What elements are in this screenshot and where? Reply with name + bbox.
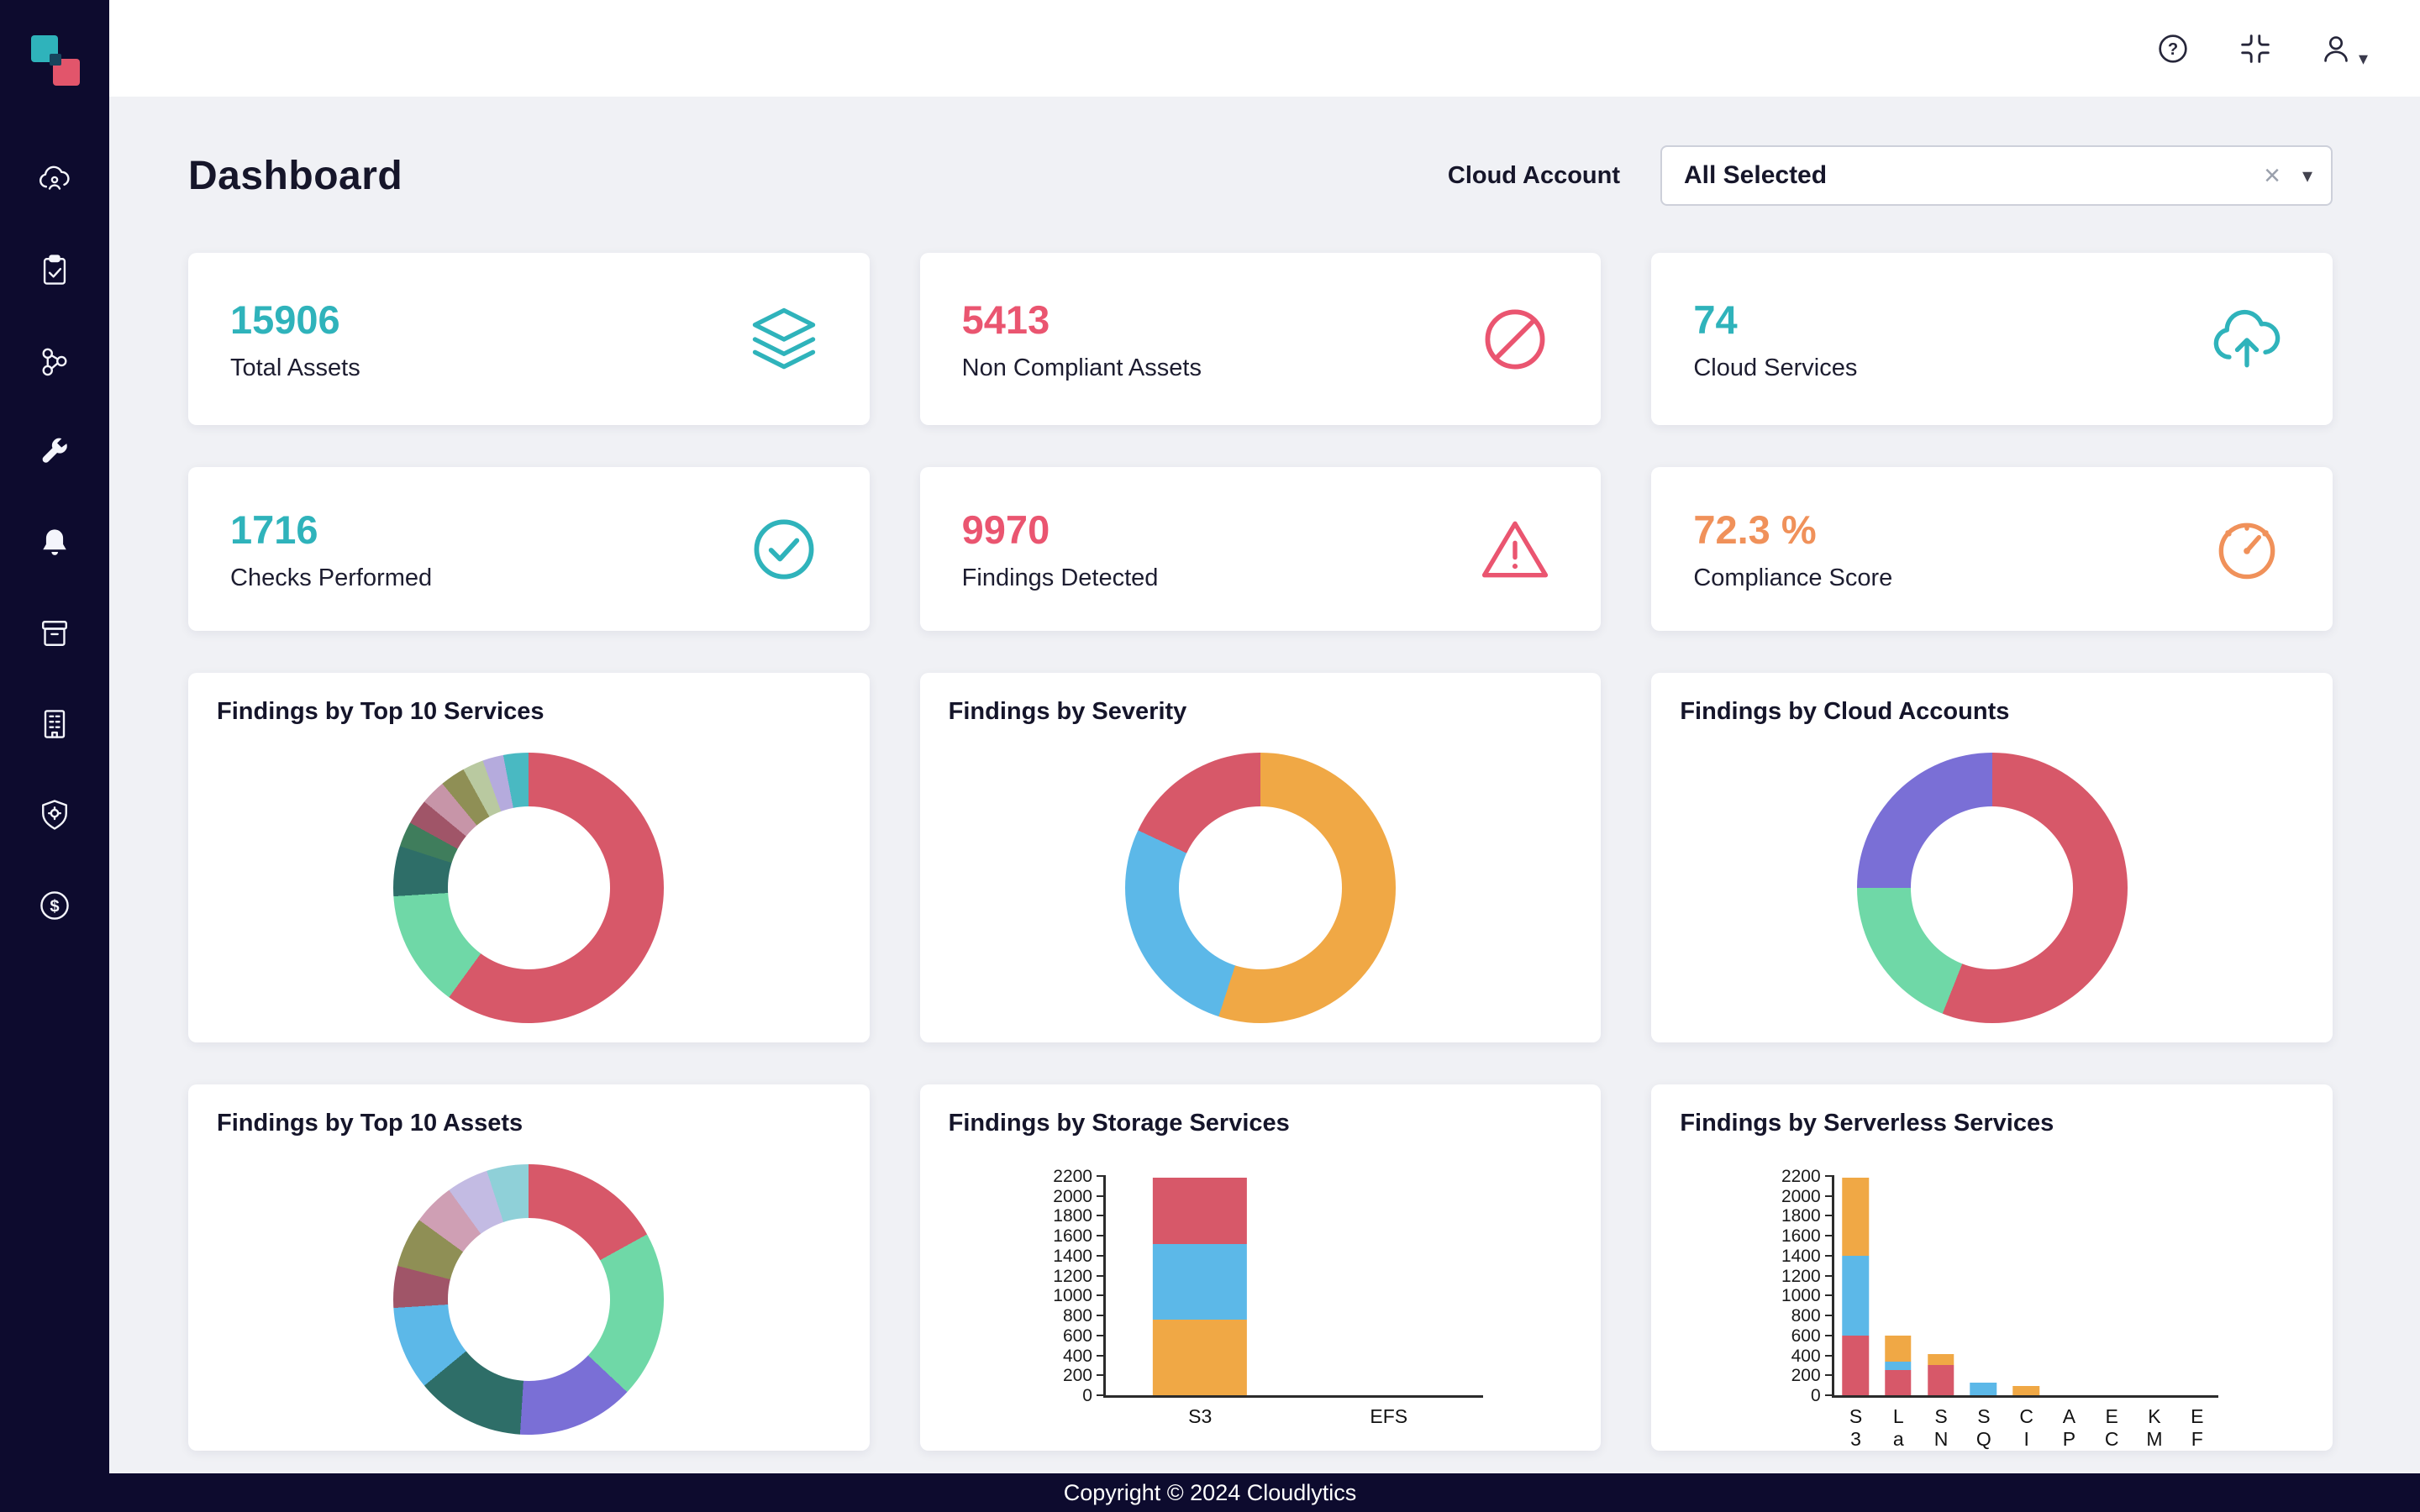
donut-hole — [447, 1218, 610, 1381]
chart-card-serverless-services: Findings by Serverless Services 0 200 400 6… — [1651, 1084, 2333, 1451]
chart-card-top-assets: Findings by Top 10 Assets — [188, 1084, 870, 1451]
svg-text:$: $ — [50, 897, 59, 916]
top-bar: ? ▾ — [109, 0, 2420, 97]
cloudlytics-logo[interactable] — [29, 35, 80, 86]
stat-value: 5413 — [961, 297, 1050, 342]
stat-label: Non Compliant Assets — [961, 354, 1202, 381]
chart-card-top-services: Findings by Top 10 Services — [188, 673, 870, 1042]
logo-square-overlap — [50, 54, 61, 66]
help-button[interactable]: ? — [2152, 28, 2194, 70]
block-icon — [1485, 309, 1545, 369]
cloud-account-select[interactable]: All Selected × ▾ — [1660, 145, 2333, 206]
sidebar-item-cloud-accounts[interactable] — [34, 160, 75, 200]
help-icon: ? — [2159, 34, 2187, 63]
footer: Copyright © 2024 Cloudlytics — [0, 1473, 2420, 1512]
stat-label: Compliance Score — [1693, 564, 1893, 591]
stat-card-non-compliant: 5413 Non Compliant Assets — [919, 253, 1602, 425]
sidebar-item-billing[interactable]: $ — [34, 885, 75, 926]
chart-title: Findings by Top 10 Assets — [217, 1110, 523, 1137]
chart-title: Findings by Storage Services — [948, 1110, 1290, 1137]
archive-icon — [42, 621, 67, 646]
donut-hole — [447, 806, 610, 969]
main-content: Dashboard Cloud Account All Selected × ▾… — [109, 97, 2420, 1473]
chart-title: Findings by Cloud Accounts — [1680, 698, 2010, 725]
shield-icon — [42, 800, 67, 830]
user-menu-icon — [2324, 35, 2348, 62]
donut-hole — [1179, 806, 1342, 969]
donut-hole — [1911, 806, 2074, 969]
sidebar-item-inventory[interactable] — [34, 613, 75, 654]
chart-title: Findings by Top 10 Services — [217, 698, 544, 725]
title-row: Dashboard Cloud Account All Selected × ▾ — [188, 145, 2333, 206]
chart-title: Findings by Severity — [948, 698, 1187, 725]
chart-card-storage-services: Findings by Storage Services 0 200 400 600 8… — [919, 1084, 1602, 1451]
donut-chart-top-services — [393, 753, 665, 1023]
stat-card-compliance-score: 72.3 % Compliance Score — [1651, 467, 2333, 631]
sidebar-item-alerts[interactable] — [34, 522, 75, 563]
donut-chart-top-assets — [393, 1164, 665, 1435]
bar-plot: 0 200 400 600 800 1000 1200 1400 1600 1800 2000 220… — [1781, 1167, 2218, 1451]
cloud-account-icon — [39, 165, 70, 190]
stat-label: Findings Detected — [961, 564, 1159, 591]
stat-card-cloud-services: 74 Cloud Services — [1651, 253, 2333, 425]
stat-value: 15906 — [230, 297, 340, 342]
stat-card-findings-detected: 9970 Findings Detected — [919, 467, 1602, 631]
chart-card-cloud-accounts: Findings by Cloud Accounts — [1651, 673, 2333, 1042]
clear-selection-icon[interactable]: × — [2264, 160, 2281, 192]
cloud-account-label: Cloud Account — [1447, 161, 1620, 189]
check-circle-icon — [754, 519, 814, 579]
bar-chart-serverless-services: 0 200 400 600 800 1000 1200 1400 1600 1800 2000 220… — [1766, 1167, 2218, 1451]
sidebar-item-organization[interactable] — [34, 704, 75, 744]
stat-label: Cloud Services — [1693, 354, 1858, 381]
user-menu-button[interactable]: ▾ — [2317, 29, 2368, 68]
chevron-down-icon[interactable]: ▾ — [2302, 164, 2312, 187]
building-icon — [44, 710, 66, 738]
compress-button[interactable] — [2234, 28, 2276, 70]
stat-value: 74 — [1693, 297, 1738, 342]
chart-title: Findings by Serverless Services — [1680, 1110, 2054, 1137]
sidebar-item-resources[interactable] — [34, 341, 75, 381]
chart-card-severity: Findings by Severity — [919, 673, 1602, 1042]
donut-chart-severity — [1124, 753, 1396, 1023]
stat-label: Total Assets — [230, 354, 360, 381]
sidebar-item-security[interactable] — [34, 795, 75, 835]
cloud-account-zone: Cloud Account All Selected × ▾ — [1448, 145, 2333, 206]
cloud-account-select-value: All Selected — [1684, 161, 1828, 189]
compress-icon — [2241, 34, 2270, 63]
page-title: Dashboard — [188, 153, 403, 198]
bell-icon — [43, 529, 66, 555]
stat-card-checks-performed: 1716 Checks Performed — [188, 467, 870, 631]
sidebar-item-settings[interactable] — [34, 432, 75, 472]
dollar-icon: $ — [40, 891, 69, 920]
wrench-icon — [42, 438, 67, 463]
svg-text:?: ? — [2168, 40, 2178, 59]
stat-value: 72.3 % — [1693, 507, 1817, 552]
stat-card-total-assets: 15906 Total Assets — [188, 253, 870, 425]
clipboard-check-icon — [43, 255, 66, 285]
bar-chart-storage-services: 0 200 400 600 800 1000 1200 1400 1600 1800 2000 220… — [1038, 1167, 1483, 1427]
dashboard-grid: 15906 Total Assets 5413 Non Compliant As… — [188, 253, 2333, 1451]
donut-chart-cloud-accounts — [1856, 753, 2128, 1023]
layers-icon — [752, 307, 815, 369]
resource-graph-icon — [42, 348, 67, 376]
stat-value: 1716 — [230, 507, 318, 552]
user-menu-caret-icon: ▾ — [2358, 47, 2368, 69]
bar-plot: 0 200 400 600 800 1000 1200 1400 1600 1800 2000 220… — [1053, 1167, 1483, 1427]
copyright-text: Copyright © 2024 Cloudlytics — [1063, 1479, 1357, 1505]
warning-icon — [1482, 521, 1549, 577]
sidebar-nav: $ — [34, 160, 75, 926]
cloud-upload-icon — [2213, 309, 2281, 367]
stat-label: Checks Performed — [230, 564, 433, 591]
stat-value: 9970 — [961, 507, 1050, 552]
gauge-icon — [2218, 522, 2275, 579]
sidebar: $ — [0, 0, 109, 1512]
sidebar-item-assessments[interactable] — [34, 250, 75, 291]
